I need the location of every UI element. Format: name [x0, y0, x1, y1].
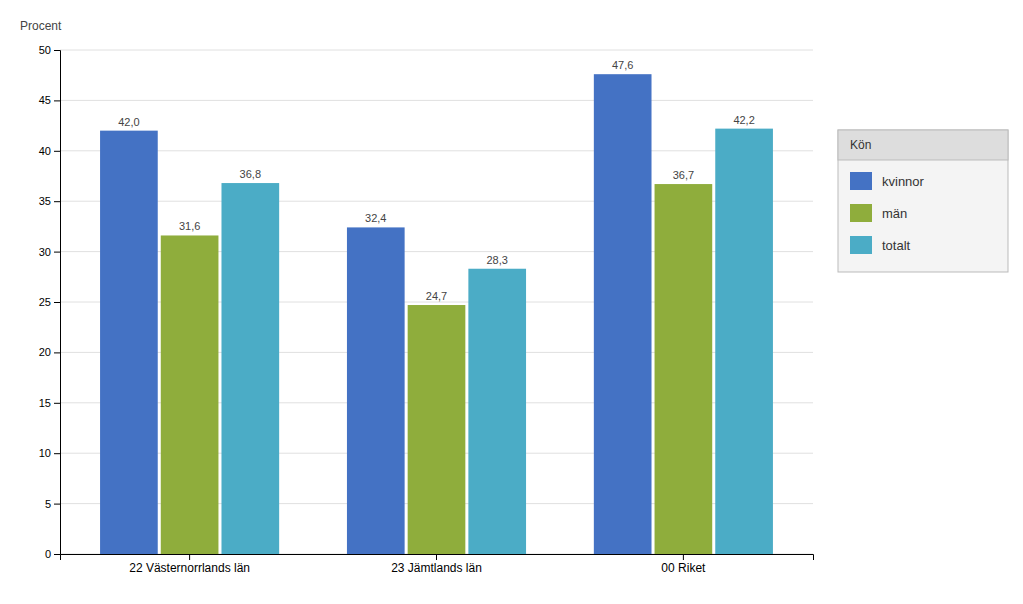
bar	[347, 227, 405, 554]
y-tick: 40	[39, 145, 60, 157]
grid-line	[60, 100, 813, 101]
y-tick-mark	[54, 252, 60, 253]
y-tick: 30	[39, 246, 60, 258]
data-label: 31,6	[179, 220, 200, 232]
x-tick-label: 00 Riket	[661, 561, 706, 575]
y-axis-line	[54, 51, 61, 555]
bar	[655, 184, 713, 554]
y-tick-label: 0	[45, 548, 51, 560]
y-tick-mark	[54, 453, 60, 454]
legend: Kön kvinnor män totalt	[838, 130, 1008, 272]
y-tick-mark	[54, 352, 60, 353]
y-tick: 0	[45, 548, 60, 560]
legend-box	[838, 130, 1008, 272]
y-tick-mark	[54, 50, 60, 51]
y-tick-mark	[54, 554, 60, 555]
y-tick-label: 50	[39, 44, 51, 56]
x-tick-mark	[189, 554, 190, 560]
bars	[100, 74, 773, 554]
y-tick-label: 45	[39, 94, 51, 106]
y-tick-label: 10	[39, 447, 51, 459]
y-tick: 15	[39, 397, 60, 409]
data-label: 28,3	[486, 254, 507, 266]
y-tick-mark	[54, 504, 60, 505]
y-axis-title: Procent	[20, 19, 62, 33]
x-tick: 22 Västernorrlands län	[129, 554, 250, 575]
y-tick: 20	[39, 346, 60, 358]
y-axis: 0 5 10 15 20 25 30 35 40 45 50	[39, 44, 61, 560]
x-tick: 23 Jämtlands län	[391, 554, 482, 575]
bar	[100, 131, 158, 554]
y-tick: 45	[39, 94, 60, 106]
y-tick-label: 40	[39, 145, 51, 157]
x-tick-label: 23 Jämtlands län	[391, 561, 482, 575]
grid-line	[60, 150, 813, 151]
legend-swatch	[850, 204, 872, 222]
bar	[408, 305, 466, 554]
y-tick-mark	[54, 403, 60, 404]
y-tick-mark	[54, 201, 60, 202]
y-tick-label: 20	[39, 346, 51, 358]
bar	[715, 129, 773, 554]
y-tick: 10	[39, 447, 60, 459]
data-label: 42,0	[118, 116, 139, 128]
y-tick-label: 25	[39, 296, 51, 308]
x-axis: 22 Västernorrlands län 23 Jämtlands län 00…	[61, 554, 814, 575]
data-label: 42,2	[733, 114, 754, 126]
y-tick-label: 35	[39, 195, 51, 207]
legend-label: kvinnor	[882, 174, 925, 189]
data-label: 36,7	[673, 169, 694, 181]
x-axis-line	[61, 555, 814, 561]
y-tick: 5	[45, 498, 60, 510]
legend-title: Kön	[850, 138, 871, 152]
x-tick-label: 22 Västernorrlands län	[129, 561, 250, 575]
grid	[60, 50, 813, 554]
y-tick-mark	[54, 302, 60, 303]
bar	[221, 183, 279, 554]
x-tick-mark	[683, 554, 684, 560]
y-tick-mark	[54, 151, 60, 152]
y-tick: 35	[39, 195, 60, 207]
grid-line	[60, 50, 813, 51]
legend-label: totalt	[882, 238, 911, 253]
data-label: 32,4	[365, 212, 386, 224]
legend-label: män	[882, 206, 907, 221]
data-label: 36,8	[240, 168, 261, 180]
bar	[594, 74, 652, 554]
y-tick: 50	[39, 44, 60, 56]
data-labels: 42,0 32,4 47,6 31,6 24,7 36,7 36,8 28,3 42,2	[118, 59, 755, 302]
x-tick: 00 Riket	[661, 554, 706, 575]
y-tick-label: 5	[45, 498, 51, 510]
data-label: 24,7	[426, 290, 447, 302]
data-label: 47,6	[612, 59, 633, 71]
bar	[161, 235, 219, 554]
y-tick: 25	[39, 296, 60, 308]
bar	[468, 269, 526, 554]
chart: 42,0 32,4 47,6 31,6 24,7 36,7 36,8 28,3 42,2 0 5 10…	[0, 0, 1023, 604]
legend-swatch	[850, 236, 872, 254]
y-tick-label: 15	[39, 397, 51, 409]
legend-title-bar	[838, 130, 1008, 160]
legend-swatch	[850, 172, 872, 190]
x-tick-mark	[436, 554, 437, 560]
plot: 42,0 32,4 47,6 31,6 24,7 36,7 36,8 28,3 42,2 0 5 10…	[39, 44, 814, 575]
y-tick-label: 30	[39, 246, 51, 258]
y-tick-mark	[54, 100, 60, 101]
